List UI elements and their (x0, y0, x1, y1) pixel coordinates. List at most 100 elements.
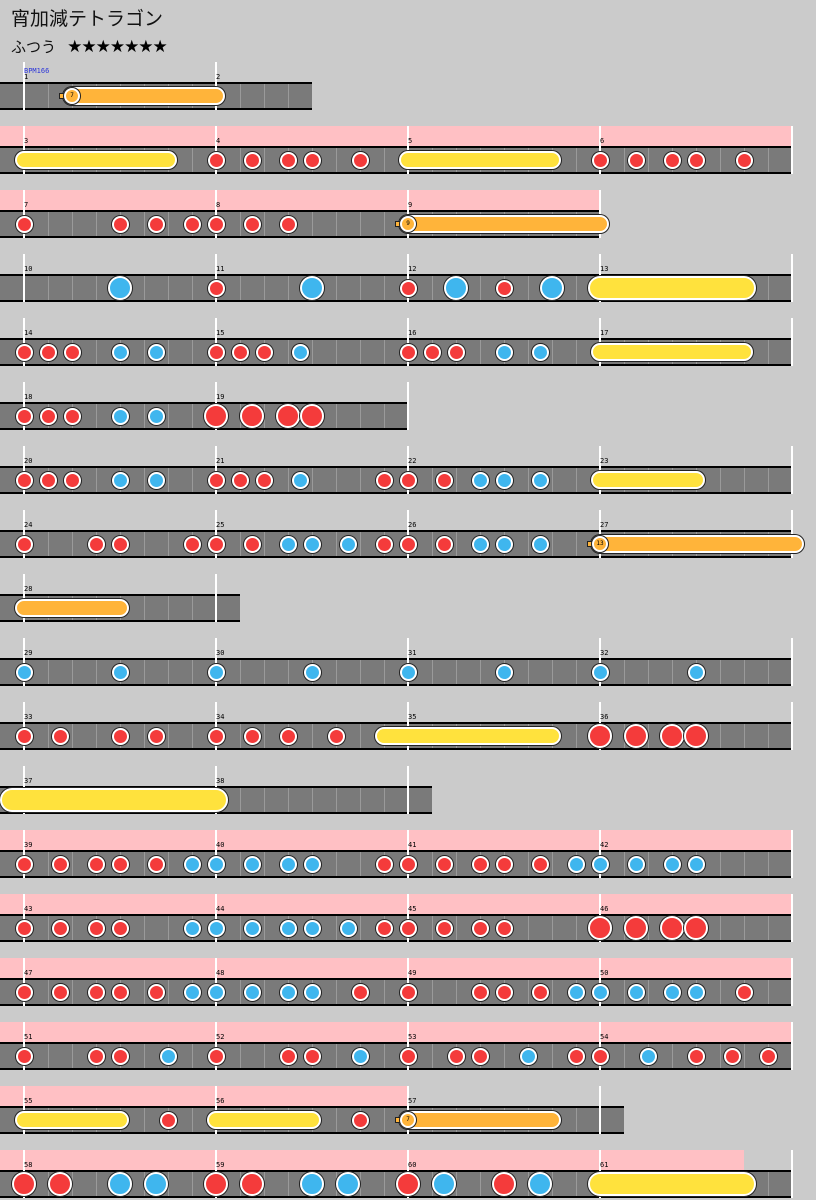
don-note (63, 471, 81, 489)
ka-note (495, 663, 513, 681)
measure-number: 48 (216, 969, 225, 977)
ka-note (291, 471, 309, 489)
difficulty-row: ふつう ★★★★★★★ (11, 36, 168, 58)
big-don-note (204, 404, 228, 428)
beat-line (528, 468, 529, 492)
ka-note (291, 343, 309, 361)
ka-note (339, 535, 357, 553)
measure-number: 55 (24, 1097, 33, 1105)
bar-line (407, 446, 409, 494)
beat-line (264, 1044, 265, 1068)
bar-line (407, 318, 409, 366)
beat-line (72, 660, 73, 684)
lane-edge-bottom (0, 620, 240, 622)
beat-line (144, 532, 145, 556)
beat-line (768, 916, 769, 940)
bar-line (215, 702, 217, 750)
big-don-note (48, 1172, 72, 1196)
lane-edge-bottom (0, 748, 792, 750)
big-don-note (660, 916, 684, 940)
measure-number: 32 (600, 649, 609, 657)
ka-note (111, 471, 129, 489)
measure-number: 28 (24, 585, 33, 593)
chart-row: 18 19 (0, 382, 816, 430)
bar-line (215, 638, 217, 686)
beat-line (240, 788, 241, 812)
beat-line (624, 852, 625, 876)
lane-edge-top (0, 530, 792, 532)
balloon-roll (15, 599, 129, 617)
big-ka-note (300, 1172, 324, 1196)
beat-line (72, 1044, 73, 1068)
don-note (495, 855, 513, 873)
beat-line (192, 148, 193, 172)
drumroll (591, 471, 705, 489)
ka-note (639, 1047, 657, 1065)
ka-note (303, 663, 321, 681)
beat-line (264, 212, 265, 236)
measure-number: 19 (216, 393, 225, 401)
beat-line (336, 660, 337, 684)
drumroll (0, 788, 228, 812)
measure-number: 1 (24, 73, 29, 81)
don-note (399, 279, 417, 297)
beat-line (720, 468, 721, 492)
beat-line (240, 276, 241, 300)
measure-number: 20 (24, 457, 33, 465)
beat-line (168, 916, 169, 940)
measure-number: 15 (216, 329, 225, 337)
don-note (327, 727, 345, 745)
lane-edge-top (0, 274, 792, 276)
ka-note (471, 471, 489, 489)
bar-line (791, 830, 793, 878)
beat-line (240, 660, 241, 684)
beat-line (48, 276, 49, 300)
bar-line (599, 126, 601, 174)
beat-line (648, 148, 649, 172)
beat-line (720, 916, 721, 940)
lane-edge-top (0, 1170, 792, 1172)
beat-line (456, 852, 457, 876)
beat-line (144, 340, 145, 364)
beat-line (456, 532, 457, 556)
ka-note (303, 855, 321, 873)
beat-line (312, 468, 313, 492)
don-note (471, 855, 489, 873)
beat-line (360, 468, 361, 492)
measure-number: 27 (600, 521, 609, 529)
beat-line (240, 212, 241, 236)
lane-edge-top (0, 338, 792, 340)
beat-line (528, 532, 529, 556)
beat-line (168, 532, 169, 556)
bar-line (791, 446, 793, 494)
bar-line (599, 446, 601, 494)
don-note (663, 151, 681, 169)
don-note (15, 1047, 33, 1065)
don-note (87, 983, 105, 1001)
bar-line (23, 958, 25, 1006)
measure-number: 36 (600, 713, 609, 721)
don-note (231, 471, 249, 489)
big-don-note (624, 916, 648, 940)
ka-note (591, 855, 609, 873)
don-note (399, 535, 417, 553)
measure-number: 5 (408, 137, 413, 145)
beat-line (264, 84, 265, 108)
don-note (147, 855, 165, 873)
measure-number: 13 (600, 265, 609, 273)
beat-line (576, 660, 577, 684)
beat-line (336, 532, 337, 556)
beat-line (576, 1108, 577, 1132)
lane-edge-bottom (0, 940, 792, 942)
big-don-note (660, 724, 684, 748)
ka-note (567, 855, 585, 873)
bar-line (23, 190, 25, 238)
measure-number: 41 (408, 841, 417, 849)
ka-note (495, 343, 513, 361)
ka-note (303, 535, 321, 553)
beat-line (264, 532, 265, 556)
beat-line (288, 468, 289, 492)
balloon-roll (591, 535, 804, 553)
ka-note (531, 535, 549, 553)
don-note (63, 343, 81, 361)
